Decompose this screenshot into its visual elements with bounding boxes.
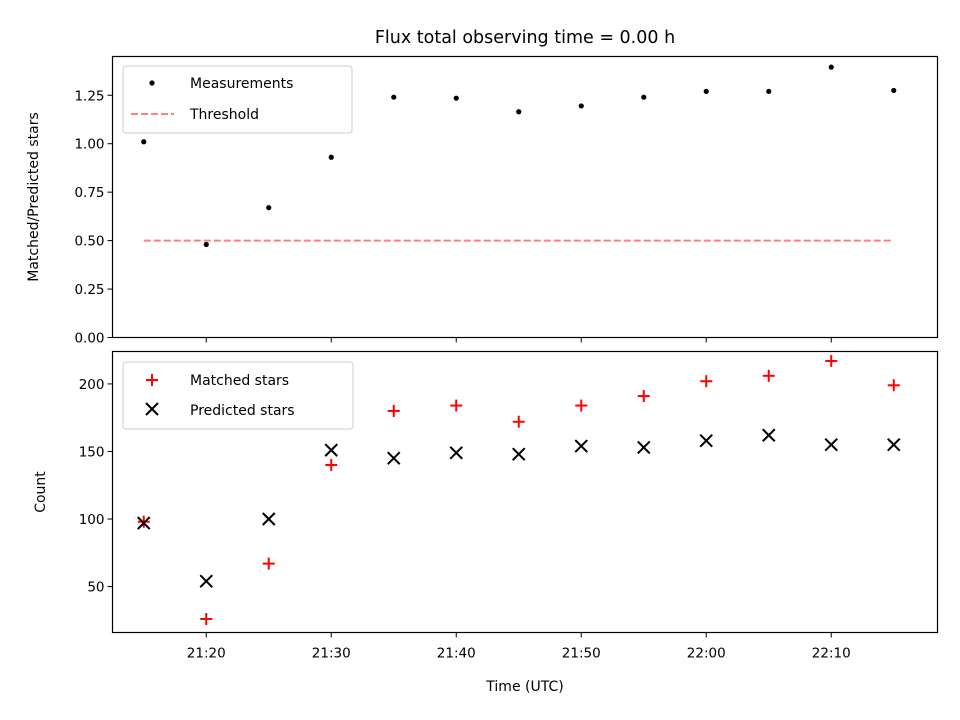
top-y-tick-label: 0.75 bbox=[74, 185, 104, 201]
predicted-stars-point bbox=[762, 428, 776, 442]
predicted-stars-point bbox=[262, 512, 276, 526]
matched-stars-point bbox=[512, 415, 525, 428]
top-y-tick-label: 1.25 bbox=[74, 88, 104, 104]
predicted-stars-point bbox=[387, 451, 401, 465]
bottom-panel: 50 100 150 200 21:20 21:30 21:40 21:50 22:00 22:… bbox=[33, 350, 939, 695]
measurement-point bbox=[328, 154, 334, 160]
predicted-stars-marker-b bbox=[324, 443, 338, 457]
matched-stars-point bbox=[262, 557, 275, 570]
top-y-axis: 0.00 0.25 0.50 0.75 1.00 1.25 bbox=[74, 88, 113, 347]
top-y-tick-label: 0.00 bbox=[74, 331, 104, 347]
top-y-tick-label: 1.00 bbox=[74, 137, 104, 153]
measurement-point bbox=[141, 139, 147, 145]
matched-stars-point bbox=[700, 375, 713, 388]
matched-legend-label: Matched stars bbox=[190, 373, 289, 389]
matched-stars-point bbox=[450, 399, 463, 412]
predicted-stars-marker-b bbox=[199, 574, 213, 588]
matched-stars-point bbox=[825, 354, 838, 367]
predicted-stars-point bbox=[637, 440, 651, 455]
bottom-plot-area bbox=[137, 354, 901, 625]
predicted-stars-point bbox=[887, 438, 901, 452]
bottom-y-tick-label: 100 bbox=[79, 512, 105, 528]
measurement-point bbox=[578, 103, 584, 109]
bottom-y-tick-label: 200 bbox=[79, 377, 105, 393]
bottom-y-tick-label: 150 bbox=[79, 444, 105, 460]
matched-stars-point bbox=[762, 369, 775, 382]
predicted-legend-marker bbox=[145, 402, 159, 416]
matched-stars-point bbox=[200, 612, 213, 625]
top-y-tick-label: 0.25 bbox=[74, 282, 104, 298]
matched-stars-point bbox=[887, 379, 900, 392]
top-axes-frame bbox=[111, 55, 939, 339]
measurements-legend-marker bbox=[149, 80, 155, 86]
threshold-legend-label: Threshold bbox=[189, 107, 259, 123]
bottom-y-axis: 50 100 150 200 bbox=[79, 377, 113, 596]
predicted-stars-point bbox=[449, 446, 463, 460]
matched-stars-point bbox=[325, 458, 338, 471]
measurement-point bbox=[203, 241, 209, 248]
predicted-stars-marker-b bbox=[637, 440, 651, 455]
matched-stars-point bbox=[637, 390, 650, 403]
bottom-y-tick-label: 50 bbox=[87, 580, 104, 596]
top-panel: 0.00 0.25 0.50 0.75 1.00 1.25 Matched/Predict… bbox=[26, 55, 939, 347]
bottom-y-axis-label: Count bbox=[33, 471, 49, 513]
predicted-stars-point bbox=[137, 516, 151, 530]
predicted-stars-marker-b bbox=[824, 438, 838, 452]
predicted-stars-marker-b bbox=[762, 428, 776, 442]
measurement-point bbox=[891, 87, 897, 94]
predicted-stars-point bbox=[574, 439, 588, 453]
top-plot-area bbox=[141, 64, 897, 248]
x-tick-label: 21:40 bbox=[437, 646, 476, 662]
x-tick-label: 21:30 bbox=[312, 646, 351, 662]
top-x-ticks bbox=[205, 337, 832, 343]
bottom-x-axis: 21:20 21:30 21:40 21:50 22:00 22:10 bbox=[187, 632, 851, 662]
x-tick-label: 21:20 bbox=[187, 646, 226, 662]
predicted-stars-point bbox=[199, 574, 213, 588]
predicted-stars-marker-b bbox=[574, 439, 588, 453]
predicted-stars-point bbox=[512, 447, 526, 461]
x-axis-label: Time (UTC) bbox=[485, 679, 563, 695]
measurement-point bbox=[641, 94, 647, 100]
predicted-stars-marker-b bbox=[699, 433, 713, 448]
measurement-point bbox=[766, 88, 772, 94]
predicted-stars-marker-b bbox=[387, 451, 401, 465]
measurement-point bbox=[266, 205, 272, 211]
bottom-legend: Matched stars Predicted stars bbox=[122, 361, 354, 430]
predicted-stars-point bbox=[824, 438, 838, 452]
measurement-point bbox=[828, 64, 834, 70]
matched-stars-point bbox=[387, 404, 400, 417]
measurement-point bbox=[453, 95, 459, 101]
bottom-legend-box bbox=[122, 361, 354, 430]
predicted-stars-marker-b bbox=[449, 446, 463, 460]
x-tick-label: 21:50 bbox=[562, 646, 601, 662]
predicted-stars-point bbox=[324, 443, 338, 457]
top-y-axis-label: Matched/Predicted stars bbox=[26, 112, 42, 282]
x-tick-label: 22:00 bbox=[687, 646, 726, 662]
top-legend-box bbox=[122, 65, 353, 134]
chart-title: Flux total observing time = 0.00 h bbox=[375, 28, 675, 48]
measurement-point bbox=[391, 94, 397, 100]
predicted-legend-label: Predicted stars bbox=[190, 403, 295, 419]
predicted-stars-marker-b bbox=[137, 516, 151, 530]
predicted-stars-marker-b bbox=[262, 512, 276, 526]
x-tick-label: 22:10 bbox=[812, 646, 851, 662]
matched-stars-point bbox=[575, 399, 588, 412]
top-legend: Measurements Threshold bbox=[122, 65, 353, 134]
measurement-point bbox=[516, 109, 522, 115]
measurements-legend-label: Measurements bbox=[190, 76, 293, 92]
predicted-stars-point bbox=[699, 433, 713, 448]
top-y-tick-label: 0.50 bbox=[74, 234, 104, 250]
measurement-point bbox=[703, 88, 709, 94]
predicted-stars-marker-b bbox=[512, 447, 526, 461]
predicted-stars-marker-b bbox=[887, 438, 901, 452]
bottom-axes-frame bbox=[111, 350, 939, 634]
matched-legend-marker bbox=[146, 374, 158, 386]
